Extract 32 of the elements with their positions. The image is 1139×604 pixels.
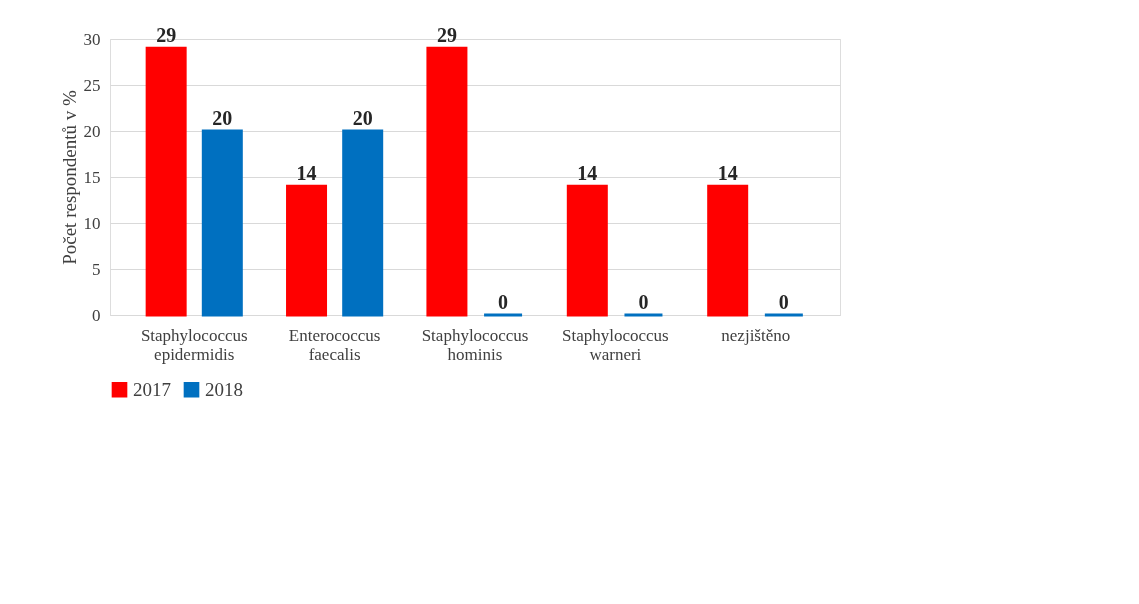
- data-label: 20: [212, 107, 233, 129]
- bar: [566, 184, 608, 317]
- bar: [201, 129, 243, 317]
- legend-label: 2017: [133, 378, 171, 400]
- y-tick-label: 10: [83, 213, 101, 233]
- data-label: 29: [436, 24, 457, 47]
- data-label: 14: [577, 162, 598, 185]
- y-tick-label: 5: [92, 259, 101, 279]
- data-label: 20: [352, 107, 373, 129]
- data-label: 14: [296, 162, 317, 185]
- data-label: 0: [638, 291, 649, 313]
- y-tick-label: 0: [92, 305, 101, 325]
- y-tick-label: 15: [83, 167, 101, 187]
- x-tick-label: Enterococcus faecalis: [288, 325, 381, 364]
- x-tick-label: Staphylococcus hominis: [421, 325, 529, 364]
- x-tick-label: nezjištěno: [721, 325, 791, 345]
- data-label: 0: [778, 291, 789, 313]
- bar: [426, 46, 468, 317]
- y-tick-label: 30: [83, 29, 101, 49]
- y-tick-label: 25: [83, 75, 101, 95]
- x-tick-label: Staphylococcus warneri: [562, 325, 669, 364]
- bar: [286, 184, 328, 317]
- y-axis-title: Počet respondentů v %: [58, 90, 80, 265]
- bar: [145, 46, 187, 317]
- data-label: 29: [156, 24, 177, 47]
- y-tick-label: 20: [83, 121, 101, 141]
- legend-label: 2018: [205, 378, 243, 400]
- x-tick-label: Staphylococcus epidermidis: [140, 325, 248, 364]
- data-label: 0: [498, 291, 509, 313]
- bar: [342, 129, 384, 317]
- bar: [707, 184, 749, 317]
- data-label: 14: [717, 162, 738, 185]
